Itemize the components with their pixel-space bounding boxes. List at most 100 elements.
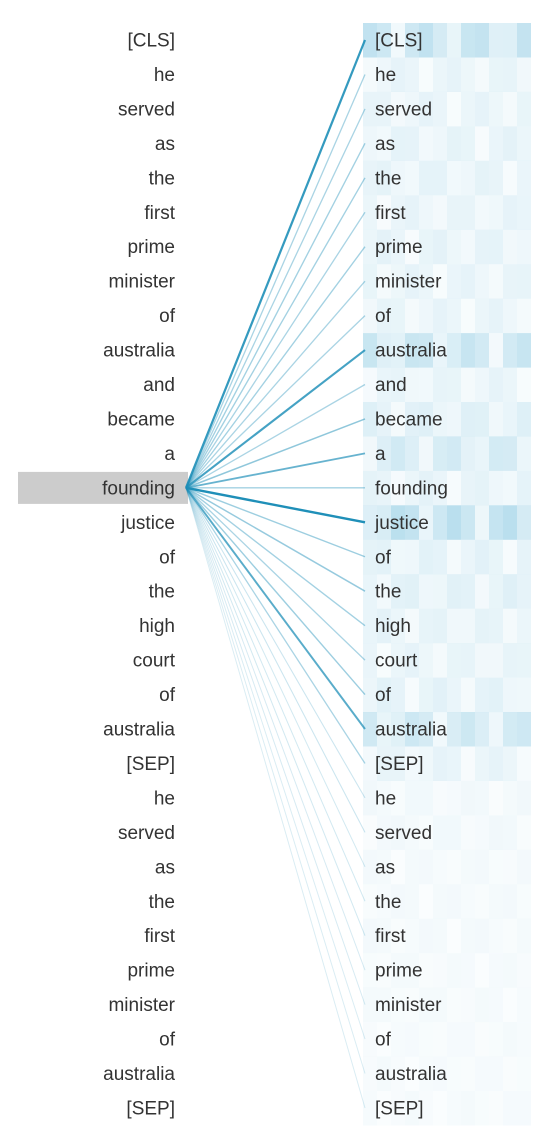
heatmap-cell <box>475 91 489 127</box>
heatmap-cell <box>419 746 433 781</box>
heatmap-cell <box>405 505 419 540</box>
right-token[interactable]: founding <box>375 478 448 499</box>
right-token[interactable]: prime <box>375 237 423 258</box>
right-token[interactable]: first <box>375 926 406 947</box>
heatmap-cell <box>489 918 503 954</box>
right-token[interactable]: of <box>375 306 392 327</box>
left-token[interactable]: and <box>143 375 175 396</box>
heatmap-cell <box>419 574 433 609</box>
right-token[interactable]: of <box>375 685 392 706</box>
right-token[interactable]: first <box>375 203 406 224</box>
heatmap-cell <box>405 884 419 919</box>
heatmap-cell <box>489 298 503 334</box>
right-token[interactable]: [SEP] <box>375 754 424 775</box>
left-token[interactable]: first <box>144 203 175 224</box>
heatmap-cell <box>447 505 461 540</box>
right-token[interactable]: justice <box>374 513 429 534</box>
heatmap-cell <box>461 195 475 230</box>
heatmap-cell <box>475 953 489 988</box>
left-token[interactable]: justice <box>120 513 175 534</box>
heatmap-cell <box>405 746 419 781</box>
heatmap-cell <box>433 712 447 747</box>
left-token[interactable]: served <box>118 99 175 120</box>
left-token[interactable]: prime <box>127 237 175 258</box>
heatmap-cell <box>461 299 475 334</box>
right-token[interactable]: [CLS] <box>375 31 423 52</box>
left-token[interactable]: became <box>107 410 175 431</box>
right-token[interactable]: minister <box>375 995 442 1016</box>
left-token[interactable]: he <box>154 65 175 86</box>
right-token[interactable]: of <box>375 1030 392 1051</box>
heatmap-cell <box>475 746 489 781</box>
right-token[interactable]: court <box>375 651 418 672</box>
left-token[interactable]: as <box>155 857 175 878</box>
heatmap-cell <box>517 746 531 781</box>
heatmap-cell <box>419 436 433 471</box>
right-token[interactable]: australia <box>375 341 447 362</box>
heatmap-cell <box>405 918 419 954</box>
left-token[interactable]: as <box>155 134 175 155</box>
left-token[interactable]: of <box>159 547 176 568</box>
heatmap-cell <box>517 574 531 609</box>
left-token[interactable]: of <box>159 685 176 706</box>
heatmap-cell <box>517 195 531 230</box>
right-token[interactable]: the <box>375 168 401 189</box>
left-token[interactable]: of <box>159 1030 176 1051</box>
left-token[interactable]: australia <box>103 1064 175 1085</box>
right-token[interactable]: the <box>375 892 401 913</box>
heatmap-cell <box>363 160 377 196</box>
right-token[interactable]: a <box>375 444 386 465</box>
left-token[interactable]: court <box>133 651 176 672</box>
right-token[interactable]: prime <box>375 961 423 982</box>
heatmap-cell <box>419 712 433 747</box>
left-token[interactable]: [CLS] <box>127 31 175 52</box>
heatmap-cell <box>391 953 405 988</box>
right-token[interactable]: served <box>375 823 432 844</box>
left-token[interactable]: prime <box>127 961 175 982</box>
right-token[interactable]: he <box>375 788 396 809</box>
right-token[interactable]: and <box>375 375 407 396</box>
left-token[interactable]: australia <box>103 341 175 362</box>
right-token[interactable]: served <box>375 99 432 120</box>
heatmap-cell <box>489 746 503 781</box>
left-token[interactable]: minister <box>108 995 175 1016</box>
right-token[interactable]: high <box>375 616 411 637</box>
attention-line <box>185 487 366 868</box>
left-token[interactable]: [SEP] <box>126 1099 175 1120</box>
left-token[interactable]: the <box>149 892 175 913</box>
left-token[interactable]: the <box>149 582 175 603</box>
right-token[interactable]: of <box>375 547 392 568</box>
left-token[interactable]: a <box>164 444 175 465</box>
right-token[interactable]: the <box>375 582 401 603</box>
left-token[interactable]: minister <box>108 272 175 293</box>
heatmap-cell <box>433 815 447 850</box>
right-token[interactable]: as <box>375 134 395 155</box>
heatmap-cell <box>447 333 461 368</box>
right-token[interactable]: became <box>375 410 443 431</box>
heatmap-cell <box>391 505 405 540</box>
left-token[interactable]: high <box>139 616 175 637</box>
heatmap-cell <box>363 746 377 781</box>
heatmap-cell <box>377 987 391 1023</box>
heatmap-cell <box>433 1056 447 1091</box>
left-token[interactable]: he <box>154 788 175 809</box>
left-token[interactable]: australia <box>103 720 175 741</box>
heatmap-cell <box>377 470 391 506</box>
heatmap-cell <box>363 57 377 92</box>
heatmap-cell <box>391 195 405 230</box>
right-token[interactable]: as <box>375 857 395 878</box>
left-token[interactable]: [SEP] <box>126 754 175 775</box>
left-token[interactable]: the <box>149 168 175 189</box>
right-token[interactable]: [SEP] <box>375 1099 424 1120</box>
left-token[interactable]: served <box>118 823 175 844</box>
left-token[interactable]: founding <box>102 478 175 499</box>
heatmap-cell <box>405 1091 419 1126</box>
heatmap-cell <box>363 91 377 127</box>
heatmap-cell <box>447 608 461 644</box>
right-token[interactable]: he <box>375 65 396 86</box>
right-token[interactable]: minister <box>375 272 442 293</box>
right-token[interactable]: australia <box>375 720 447 741</box>
left-token[interactable]: first <box>144 926 175 947</box>
right-token[interactable]: australia <box>375 1064 447 1085</box>
left-token[interactable]: of <box>159 306 176 327</box>
